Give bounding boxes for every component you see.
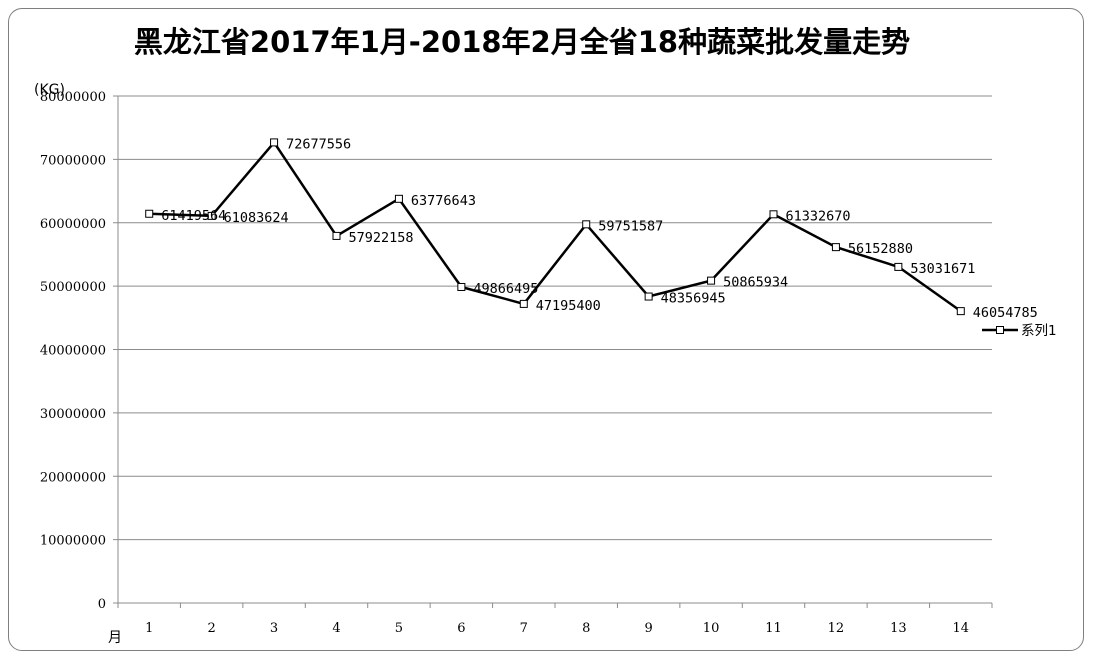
data-point-marker <box>769 210 778 219</box>
data-point-marker <box>270 138 279 147</box>
x-tick-label: 7 <box>520 621 528 636</box>
data-label: 48356945 <box>661 291 726 307</box>
data-point-marker <box>894 262 903 271</box>
y-tick-label: 20000000 <box>40 470 106 485</box>
data-point-marker <box>457 282 466 291</box>
data-label: 59751587 <box>598 218 663 234</box>
legend-marker <box>996 326 1004 334</box>
chart-frame <box>8 8 1084 651</box>
data-label: 57922158 <box>349 230 414 246</box>
data-point-marker <box>332 231 341 240</box>
series-layer <box>145 138 965 316</box>
y-tick-label: 0 <box>98 597 106 612</box>
data-label: 63776643 <box>411 193 476 209</box>
y-axis-ticks: 0 10000000 20000000 30000000 40000000 5000000… <box>40 90 118 612</box>
data-point-marker <box>394 194 403 203</box>
data-point-marker <box>519 299 528 308</box>
legend-label: 系列1 <box>1021 323 1057 339</box>
x-tick-label: 5 <box>395 621 403 636</box>
x-tick-label: 6 <box>457 621 465 636</box>
x-tick-label: 11 <box>765 621 782 636</box>
legend: 系列1 <box>982 323 1057 339</box>
data-label: 56152880 <box>848 241 913 257</box>
data-point-marker <box>707 276 716 285</box>
data-label: 49866495 <box>473 281 538 297</box>
series-line <box>149 140 962 313</box>
x-tick-label: 4 <box>332 621 340 636</box>
y-tick-label: 30000000 <box>40 407 106 422</box>
data-point-marker <box>956 307 965 316</box>
gridlines <box>118 95 992 541</box>
data-point-marker <box>831 243 840 252</box>
y-tick-label: 80000000 <box>40 90 106 105</box>
y-tick-label: 50000000 <box>40 280 106 295</box>
x-tick-label: 10 <box>703 621 720 636</box>
x-tick-label: 3 <box>270 621 278 636</box>
data-label: 61083624 <box>224 210 289 226</box>
data-point-marker <box>582 220 591 229</box>
data-label: 61419564 <box>161 208 226 224</box>
data-label: 47195400 <box>536 298 601 314</box>
x-tick-label: 2 <box>208 621 216 636</box>
x-tick-label: 8 <box>582 621 590 636</box>
y-tick-label: 70000000 <box>40 153 106 168</box>
y-tick-label: 40000000 <box>40 344 106 359</box>
x-tick-label: 14 <box>953 621 970 636</box>
data-point-marker <box>644 292 653 301</box>
data-label: 53031671 <box>910 261 975 277</box>
data-label: 46054785 <box>973 305 1038 321</box>
data-point-marker <box>145 209 154 218</box>
data-label: 50865934 <box>723 275 788 291</box>
chart-title: 黑龙江省2017年1月-2018年2月全省18种蔬菜批发量走势 <box>134 25 910 59</box>
data-label: 61332670 <box>786 208 851 224</box>
x-axis-ticks: 1 2 3 4 5 6 7 8 9 10 11 12 13 14 <box>117 603 993 636</box>
y-axis-unit-label: (KG) <box>34 82 65 98</box>
data-label: 72677556 <box>286 136 351 152</box>
x-tick-label: 13 <box>890 621 907 636</box>
y-tick-label: 60000000 <box>40 217 106 232</box>
x-axis-label: 月 <box>108 630 122 646</box>
x-tick-label: 12 <box>828 621 845 636</box>
data-point-marker <box>207 211 216 220</box>
x-tick-label: 1 <box>145 621 153 636</box>
x-tick-label: 9 <box>645 621 653 636</box>
y-tick-label: 10000000 <box>40 534 106 549</box>
